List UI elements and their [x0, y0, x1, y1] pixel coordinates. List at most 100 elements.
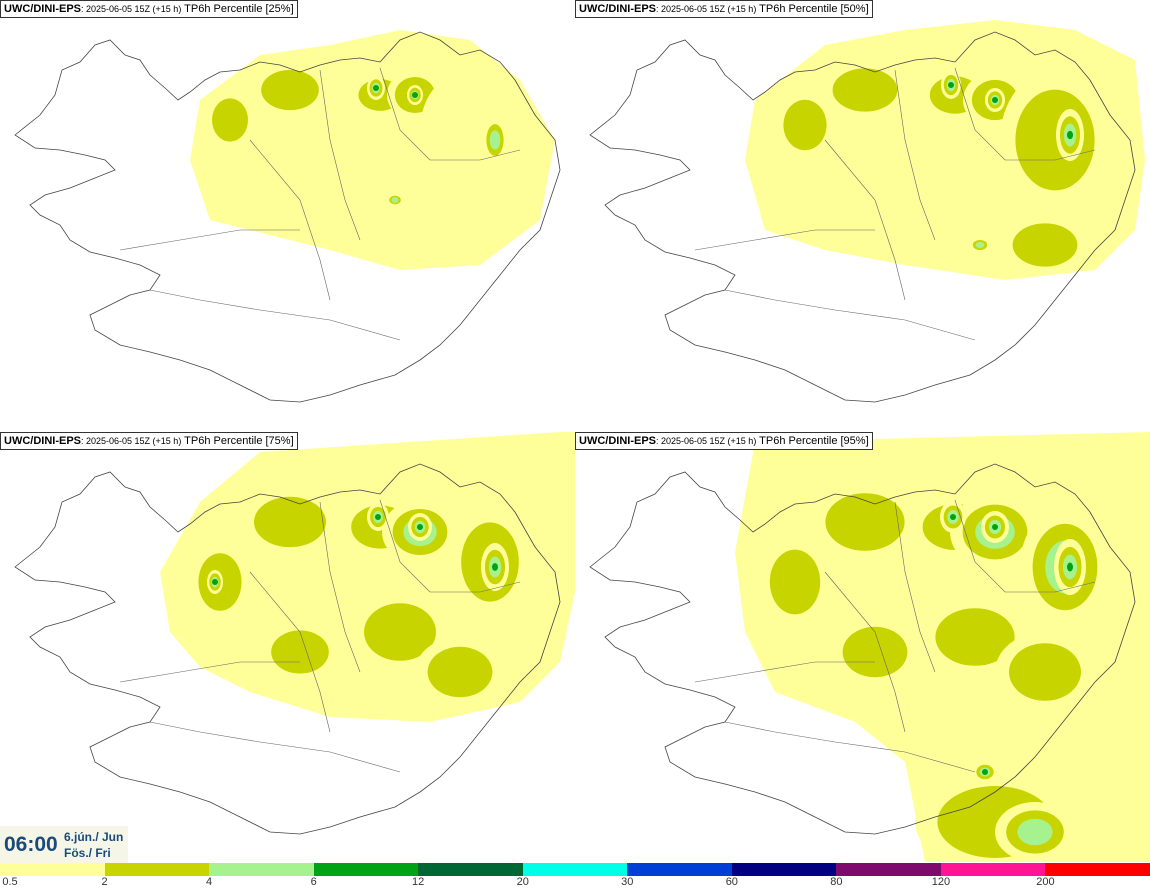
border-line — [149, 289, 401, 341]
model-name: UWC/DINI-EPS — [579, 3, 656, 15]
precip-contour — [1017, 818, 1053, 846]
border-line — [894, 69, 936, 241]
legend-swatch — [836, 863, 941, 876]
precip-contour — [832, 68, 898, 112]
legend-swatch — [940, 863, 1046, 876]
panel-title: UWC/DINI-EPS: 2025-06-05 15Z (+15 h) TP6… — [575, 432, 873, 450]
precip-contour — [489, 130, 501, 150]
precip-contour — [1012, 223, 1078, 267]
legend-swatch — [1045, 863, 1150, 876]
model-name: UWC/DINI-EPS — [4, 3, 81, 15]
border-line — [149, 721, 401, 773]
precip-contour — [412, 92, 418, 98]
precip-map — [14, 30, 561, 403]
precip-contour — [212, 579, 218, 585]
map-panel-p50: UWC/DINI-EPS: 2025-06-05 15Z (+15 h) TP6… — [575, 0, 1150, 430]
border-line — [954, 499, 1096, 593]
run-info: : 2025-06-05 15Z (+15 h) — [656, 436, 757, 446]
border-line — [724, 721, 976, 773]
precip-contour — [391, 197, 399, 203]
legend-swatch — [627, 863, 732, 876]
precip-map — [589, 432, 1150, 862]
legend-label: 60 — [725, 876, 738, 888]
precip-contour — [254, 496, 326, 548]
panel-title: UWC/DINI-EPS: 2025-06-05 15Z (+15 h) TP6… — [0, 0, 298, 18]
coastline — [589, 463, 1136, 835]
precip-contour — [375, 514, 381, 520]
precip-contour — [212, 98, 248, 142]
legend-swatch — [522, 863, 628, 876]
coastline — [589, 31, 1136, 403]
precip-contour — [373, 85, 379, 91]
legend-label: 4 — [206, 876, 213, 888]
panel-title: UWC/DINI-EPS: 2025-06-05 15Z (+15 h) TP6… — [575, 0, 873, 18]
border-line — [694, 661, 875, 683]
precip-contour — [1009, 643, 1081, 701]
precip-contour — [982, 769, 988, 775]
legend-label: 20 — [516, 876, 529, 888]
precip-contour — [925, 175, 1025, 245]
precip-contour — [992, 97, 998, 103]
variable-name: TP6h Percentile [50%] — [756, 3, 869, 15]
precip-contour — [769, 549, 821, 615]
run-info: : 2025-06-05 15Z (+15 h) — [81, 4, 182, 14]
legend-swatch — [418, 863, 523, 876]
map-panel-p75: UWC/DINI-EPS: 2025-06-05 15Z (+15 h) TP6… — [0, 432, 575, 862]
valid-weekday: Fös./ Fri — [64, 846, 111, 860]
legend-swatch — [0, 863, 105, 876]
border-line — [319, 69, 361, 241]
precip-contour — [427, 646, 493, 698]
border-line — [249, 571, 331, 733]
legend-label: 120 — [931, 876, 951, 888]
color-legend: 0.5 2 4 6 12 20 30 60 80 120 200 — [0, 863, 1150, 891]
border-line — [119, 229, 300, 251]
precip-map — [14, 432, 575, 835]
precip-contour — [783, 99, 827, 151]
precip-contour — [950, 514, 956, 520]
border-line — [319, 501, 361, 673]
legend-label: 6 — [310, 876, 317, 888]
precip-contour — [948, 82, 954, 88]
run-info: : 2025-06-05 15Z (+15 h) — [656, 4, 757, 14]
legend-label: 200 — [1036, 876, 1055, 888]
precip-contour — [1067, 130, 1073, 140]
coastline — [14, 31, 561, 403]
precip-contour — [492, 563, 498, 571]
precip-contour — [935, 608, 1015, 666]
border-line — [824, 571, 906, 733]
precip-map — [589, 20, 1145, 403]
valid-time-box: 06:00 6.jún./ Jun Fös./ Fri — [0, 826, 128, 863]
precip-contour — [975, 241, 985, 249]
legend-label: 80 — [830, 876, 843, 888]
precip-contour — [261, 69, 319, 111]
legend-swatch — [313, 863, 419, 876]
legend-label: 12 — [412, 876, 425, 888]
valid-time: 06:00 — [4, 833, 58, 856]
border-line — [379, 499, 521, 593]
legend-swatch — [209, 863, 314, 876]
legend-label: 30 — [621, 876, 634, 888]
border-line — [694, 229, 875, 251]
map-panel-p95: UWC/DINI-EPS: 2025-06-05 15Z (+15 h) TP6… — [575, 432, 1150, 862]
border-line — [954, 67, 1096, 161]
border-line — [249, 139, 331, 301]
map-panel-p25: UWC/DINI-EPS: 2025-06-05 15Z (+15 h) TP6… — [0, 0, 575, 430]
border-line — [724, 289, 976, 341]
precip-contour — [1067, 562, 1073, 572]
valid-date: 6.jún./ Jun — [64, 830, 124, 844]
precip-contour — [417, 524, 423, 530]
variable-name: TP6h Percentile [75%] — [181, 435, 294, 447]
run-info: : 2025-06-05 15Z (+15 h) — [81, 436, 182, 446]
precip-contour — [825, 493, 905, 551]
precip-contour — [992, 524, 998, 530]
panel-title: UWC/DINI-EPS: 2025-06-05 15Z (+15 h) TP6… — [0, 432, 298, 450]
precip-contour — [271, 630, 329, 674]
precip-contour — [835, 180, 915, 240]
model-name: UWC/DINI-EPS — [579, 435, 656, 447]
coastline — [14, 463, 561, 835]
variable-name: TP6h Percentile [25%] — [181, 3, 294, 15]
precip-contour — [410, 215, 490, 265]
border-line — [824, 139, 906, 301]
precip-contour — [364, 603, 436, 661]
border-line — [119, 661, 300, 683]
